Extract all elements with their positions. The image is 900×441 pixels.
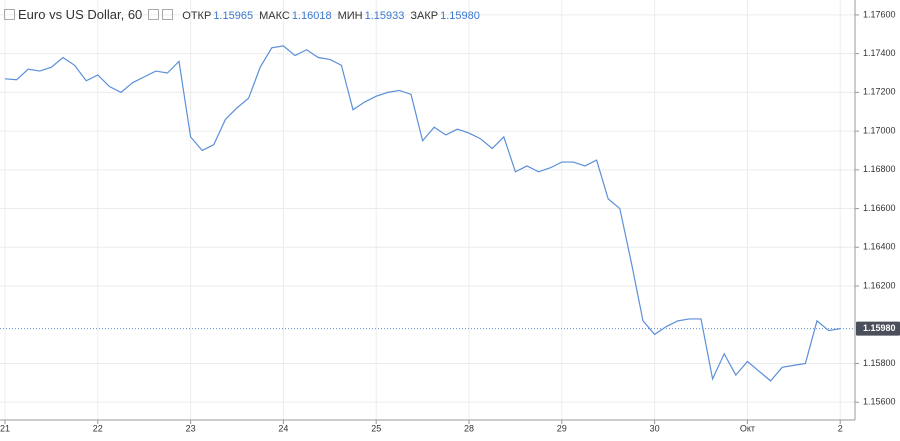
y-tick-label: 1.17000 [863, 125, 896, 135]
y-tick-label: 1.16800 [863, 164, 896, 174]
y-tick-label: 1.17600 [863, 9, 896, 19]
stats: ОТКР 1.15965 МАКС 1.16018 МИН 1.15933 ЗАКР 1.15… [176, 8, 480, 22]
stat-value: 1.15980 [440, 9, 480, 22]
stat-value: 1.15965 [213, 9, 254, 22]
y-tick-label: 1.16200 [863, 280, 896, 290]
x-tick-label: 24 [278, 423, 288, 433]
grid: 1.17600 1.17400 1.17200 1.17000 1.16800 1.166… [0, 0, 896, 433]
stat-name: ЗАКР [410, 9, 439, 22]
x-tick-label: 23 [186, 423, 196, 433]
x-tick-label: 29 [557, 423, 567, 433]
x-tick-label: 22 [93, 423, 103, 433]
price-line [4, 45, 841, 382]
stat-name: МАКС [259, 9, 290, 22]
stat-name: ОТКР [182, 9, 212, 22]
last-price-label: 1.15980 [863, 323, 896, 333]
x-tick-label: 21 [0, 423, 10, 433]
y-tick-label: 1.17400 [863, 48, 896, 58]
plot: 1.15980 [0, 45, 900, 382]
y-tick-label: 1.16400 [863, 242, 896, 252]
stat-name: МИН [337, 9, 363, 22]
y-tick-label: 1.15800 [863, 358, 896, 368]
header: Euro vs US Dollar, 60 ОТКР 1.15965 МАКС 1.1… [4, 7, 480, 22]
series-title: Euro vs US Dollar, 60 [18, 7, 143, 22]
last-price-box [856, 321, 900, 336]
collapse-icon[interactable] [4, 9, 15, 20]
x-tick-label: 2 [838, 423, 843, 433]
x-tick-label: Окт [740, 423, 755, 433]
settings-icon[interactable] [148, 9, 160, 20]
y-tick-label: 1.17200 [863, 87, 896, 97]
y-tick-label: 1.15600 [863, 397, 896, 407]
stat-value: 1.15933 [364, 9, 405, 22]
x-tick-label: 25 [371, 423, 381, 433]
stat-value: 1.16018 [291, 9, 332, 22]
y-tick-label: 1.16600 [863, 203, 896, 213]
x-tick-label: 30 [650, 423, 660, 433]
close-icon[interactable] [162, 9, 174, 20]
x-tick-label: 28 [464, 423, 474, 433]
